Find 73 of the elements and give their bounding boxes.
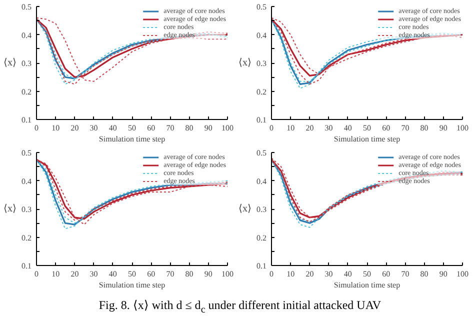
y-axis-title: ⟨x⟩: [4, 204, 16, 214]
x-tick-label: 20: [306, 124, 314, 132]
y-tick-label: 0.1: [22, 116, 32, 124]
x-tick-label: 0: [34, 124, 38, 132]
y-tick-label: 0.3: [256, 205, 266, 214]
x-tick-label: 0: [270, 124, 274, 132]
x-tick-label: 50: [128, 124, 136, 132]
x-tick-label: 40: [344, 270, 352, 278]
caption: Fig. 8. ⟨x⟩ with d ≤ d$_{c}$ under different initial attacked UAV: [98, 297, 382, 318]
y-tick-label: 0.1: [256, 262, 266, 270]
x-tick-label: 10: [286, 124, 295, 132]
x-tick-label: 0: [34, 270, 38, 278]
x-tick-label: 90: [204, 270, 212, 278]
x-tick-label: 30: [90, 270, 98, 278]
x-tick-label: 20: [70, 270, 79, 278]
y-tick-label: 0.2: [22, 87, 32, 96]
y-tick-label: 0.3: [22, 205, 32, 214]
x-tick-label: 60: [147, 124, 156, 132]
x-tick-label: 70: [166, 270, 174, 278]
x-tick-label: 30: [324, 270, 333, 278]
x-tick-label: 100: [222, 124, 234, 132]
x-tick-label: 40: [108, 124, 117, 132]
x-tick-label: 60: [382, 270, 390, 278]
x-tick-label: 70: [401, 270, 410, 278]
x-tick-label: 100: [222, 270, 234, 278]
x-tick-label: 70: [166, 124, 174, 132]
x-tick-label: 100: [456, 270, 468, 278]
y-tick-label: 0.4: [22, 30, 32, 40]
x-tick-label: 60: [147, 270, 156, 278]
y-axis-title: ⟨x⟩: [238, 58, 252, 68]
x-tick-label: 90: [439, 270, 448, 278]
x-tick-label: 30: [90, 124, 98, 132]
y-tick-label: 0.1: [22, 262, 32, 270]
y-tick-label: 0.5: [22, 2, 32, 12]
x-tick-label: 40: [108, 270, 117, 278]
x-axis-title: Simulation time step: [334, 134, 400, 144]
x-tick-label: 50: [363, 270, 371, 278]
x-axis-title: Simulation time step: [98, 280, 166, 290]
y-tick-label: 0.5: [256, 148, 266, 158]
x-tick-label: 90: [439, 124, 448, 132]
x-tick-label: 20: [70, 124, 79, 132]
y-tick-label: 0.4: [22, 176, 32, 186]
x-tick-label: 70: [401, 124, 410, 132]
x-tick-label: 80: [185, 270, 194, 278]
x-tick-label: 50: [363, 124, 371, 132]
y-tick-label: 0.5: [256, 2, 266, 12]
x-tick-label: 100: [456, 124, 468, 132]
x-tick-label: 80: [420, 124, 428, 132]
x-tick-label: 60: [382, 124, 390, 132]
x-tick-label: 80: [185, 124, 194, 132]
y-tick-label: 0.4: [256, 30, 266, 40]
y-tick-label: 0.2: [22, 233, 32, 242]
x-axis-title: Simulation time step: [98, 134, 166, 144]
y-axis-title: ⟨x⟩: [4, 58, 16, 68]
y-tick-label: 0.2: [256, 87, 266, 96]
x-tick-label: 10: [52, 270, 60, 278]
x-tick-label: 50: [128, 270, 136, 278]
y-tick-label: 0.2: [256, 233, 266, 242]
x-axis-title: Simulation time step: [334, 280, 400, 290]
y-tick-label: 0.5: [22, 148, 32, 158]
y-tick-label: 0.3: [22, 59, 32, 68]
x-tick-label: 0: [270, 270, 274, 278]
y-tick-label: 0.1: [256, 116, 266, 124]
x-tick-label: 90: [204, 124, 212, 132]
x-tick-label: 10: [286, 270, 295, 278]
x-tick-label: 40: [344, 124, 352, 132]
x-tick-label: 10: [52, 124, 60, 132]
x-tick-label: 20: [306, 270, 314, 278]
x-tick-label: 80: [420, 270, 428, 278]
y-tick-label: 0.3: [256, 59, 266, 68]
x-tick-label: 30: [324, 124, 333, 132]
y-axis-title: ⟨x⟩: [238, 204, 252, 214]
y-tick-label: 0.4: [256, 176, 266, 186]
